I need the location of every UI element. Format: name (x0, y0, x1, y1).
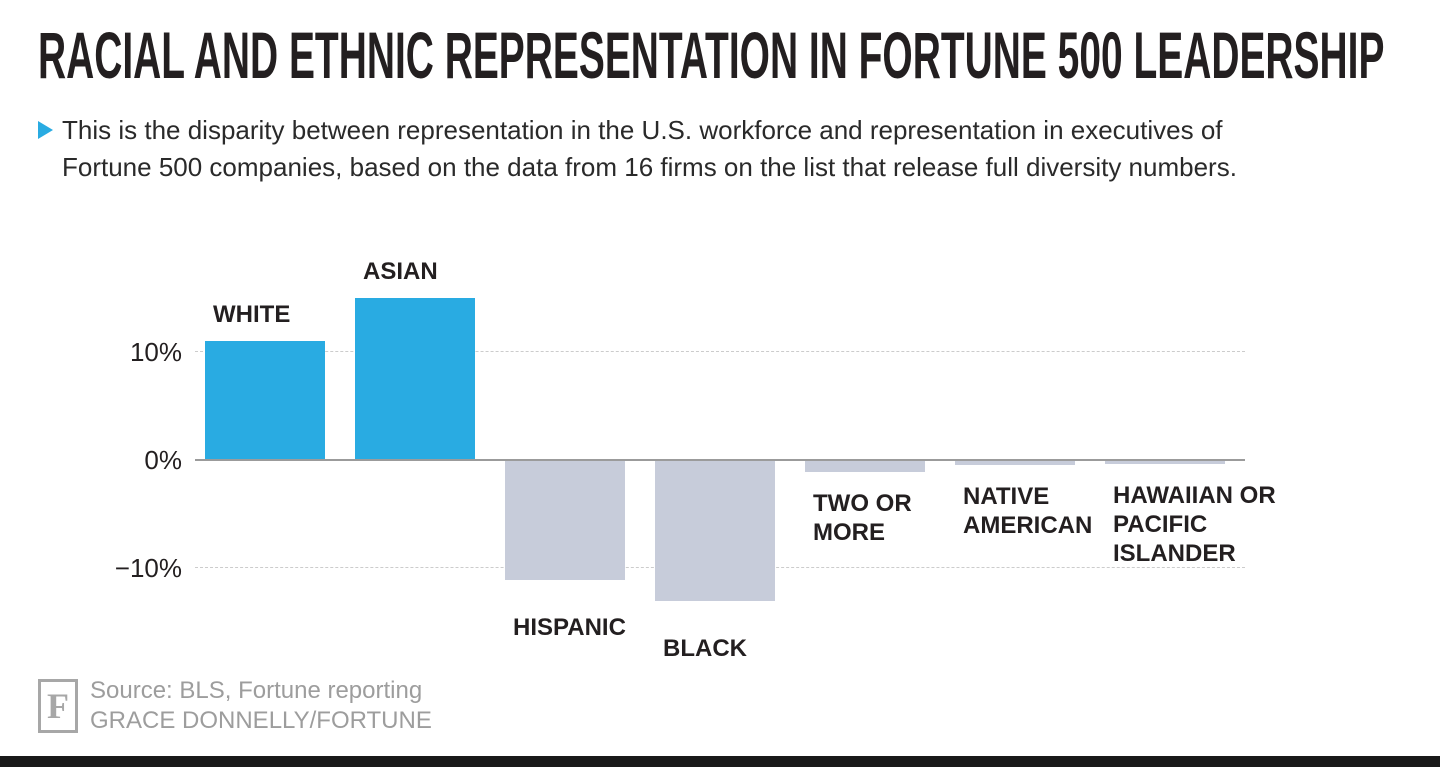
subtitle-line-1: This is the disparity between representa… (62, 115, 1223, 145)
y-tick-label: 10% (129, 337, 182, 367)
bar-label-two-or-more: TWO OR MORE (813, 489, 912, 546)
bar-native-american (955, 461, 1075, 466)
bar-label-hawaiian-or-pacific-islander: HAWAIIAN OR PACIFIC ISLANDER (1113, 482, 1276, 568)
y-tick-label: −10% (114, 553, 182, 583)
bar-label-asian: ASIAN (363, 258, 438, 285)
page-title: RACIAL AND ETHNIC REPRESENTATION IN FORT… (38, 20, 1440, 90)
plot-area: WHITE ASIAN HISPANIC BLACK TWO OR MORE NATIVE A… (195, 258, 1276, 662)
bar-two-or-more (805, 461, 925, 472)
credits: Source: BLS, Fortune reporting GRACE DON… (90, 676, 432, 736)
bar-label-black: BLACK (663, 635, 747, 663)
fortune-logo: F (38, 679, 78, 733)
bar-asian (355, 298, 475, 460)
bar-label-hispanic: HISPANIC (513, 613, 626, 641)
page-title-text: RACIAL AND ETHNIC REPRESENTATION IN FORT… (38, 18, 1385, 92)
source-text: Source: BLS, Fortune reporting (90, 677, 423, 704)
bar-hispanic (505, 461, 625, 580)
credit-text: GRACE DONNELLY/FORTUNE (90, 707, 432, 734)
y-axis: 10% 0% −10% (0, 290, 182, 630)
bar-label-white: WHITE (213, 301, 291, 329)
bar-hawaiian-or-pacific-islander (1105, 461, 1225, 465)
y-tick-label: 0% (144, 445, 182, 475)
bullet-triangle-icon (38, 121, 53, 139)
bar-black (655, 461, 775, 602)
bar-label-native-american: NATIVE AMERICAN (963, 483, 1093, 540)
bottom-bar (0, 756, 1440, 767)
bar-white (205, 341, 325, 460)
footer: F Source: BLS, Fortune reporting GRACE D… (38, 676, 432, 736)
bar-chart: 10% 0% −10% WHITE ASIAN HISPANIC BLACK TWO OR M… (0, 258, 1440, 680)
zero-line (195, 459, 1245, 461)
subtitle-line-2: Fortune 500 companies, based on the data… (62, 152, 1237, 182)
subtitle: This is the disparity between representa… (38, 112, 1237, 186)
subtitle-text: This is the disparity between representa… (62, 112, 1237, 186)
gridline (195, 351, 1245, 352)
